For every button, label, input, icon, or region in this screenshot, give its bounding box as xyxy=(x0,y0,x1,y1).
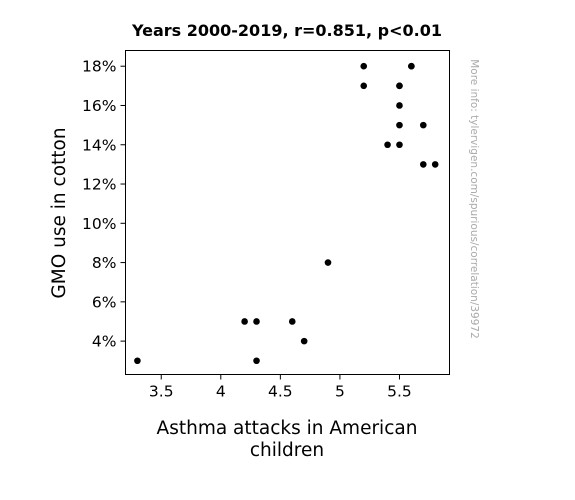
data-point xyxy=(384,141,391,149)
x-tick-label: 3.5 xyxy=(149,383,174,401)
x-tick-label: 5.5 xyxy=(387,383,412,401)
x-tick-label: 4.5 xyxy=(268,383,293,401)
data-point xyxy=(419,121,427,129)
y-axis: 4% 6% 8% 10% 12% 14% 16% 18% xyxy=(82,58,126,351)
y-axis-label: GMO use in cotton xyxy=(49,127,70,298)
y-tick-label: 6% xyxy=(92,293,117,311)
y-tick-label: 12% xyxy=(82,176,116,194)
data-point xyxy=(300,337,308,345)
data-point xyxy=(360,62,368,70)
data-point xyxy=(360,82,368,90)
data-point xyxy=(419,161,427,168)
plot-area xyxy=(125,50,450,375)
data-point xyxy=(253,357,260,365)
x-axis-label-line-1: Asthma attacks in American xyxy=(157,418,418,439)
data-points xyxy=(134,62,439,365)
data-point xyxy=(396,102,403,109)
data-point xyxy=(408,62,415,70)
x-tick-label: 4 xyxy=(216,383,226,401)
data-point xyxy=(134,357,141,365)
chart-title: Years 2000-2019, r=0.851, p<0.01 xyxy=(131,21,442,40)
x-axis-label-line-2: children xyxy=(250,440,324,461)
data-point xyxy=(431,161,439,168)
data-point xyxy=(253,318,260,325)
data-point xyxy=(288,318,296,325)
data-point xyxy=(396,141,403,149)
data-point xyxy=(396,121,403,129)
data-point xyxy=(324,259,332,266)
x-axis: 3.5 4 4.5 5 5.5 xyxy=(149,374,412,401)
y-tick-label: 10% xyxy=(82,215,116,233)
data-point xyxy=(241,318,248,325)
data-point xyxy=(396,82,403,90)
y-tick-label: 16% xyxy=(82,97,116,115)
y-tick-label: 14% xyxy=(82,136,116,154)
y-tick-label: 8% xyxy=(92,254,117,272)
y-tick-label: 18% xyxy=(82,58,116,76)
source-watermark: More info: tylervigen.com/spurious/corre… xyxy=(468,59,480,339)
y-tick-label: 4% xyxy=(92,333,117,351)
x-tick-label: 5 xyxy=(335,383,345,401)
